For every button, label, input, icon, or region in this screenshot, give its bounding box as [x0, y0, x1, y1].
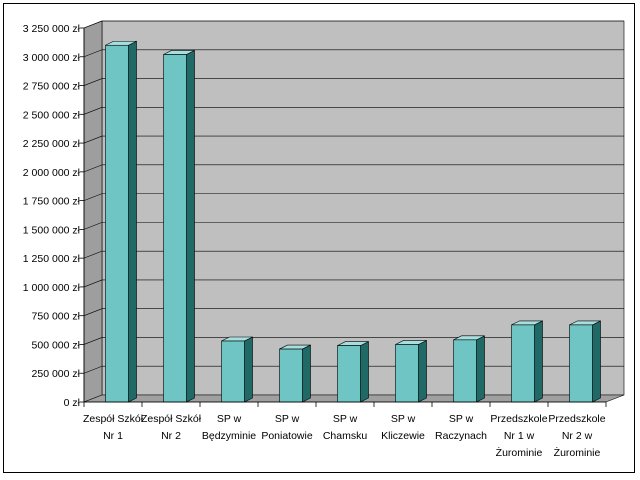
y-tick-label: 1 750 000 zł	[23, 196, 81, 208]
y-tick-label: 2 750 000 zł	[23, 81, 81, 93]
x-tick-label: SP w	[449, 413, 474, 425]
x-tick-label: Nr 1 w	[504, 430, 535, 442]
bar	[395, 344, 419, 403]
bar-side	[534, 320, 543, 403]
y-tick-label: 500 000 zł	[32, 339, 81, 351]
bar	[511, 324, 535, 403]
x-tick-label: Przedszkole	[490, 413, 547, 425]
y-tick-label: 2 500 000 zł	[23, 109, 81, 121]
x-tick-label: Przedszkole	[548, 413, 605, 425]
gridline-side	[83, 308, 103, 316]
x-tick-label: Żurominie	[554, 446, 601, 459]
x-tick-label: Będzyminie	[202, 430, 256, 442]
x-tick-label: Nr 1	[103, 430, 123, 442]
x-tick-label: Zespół Szkół	[83, 413, 144, 425]
bar-side	[476, 335, 485, 403]
bar	[163, 54, 187, 403]
x-tick-label: Raczynach	[435, 430, 487, 442]
y-tick-label: 3 000 000 zł	[23, 52, 81, 64]
gridline-side	[83, 279, 103, 288]
bar	[453, 339, 477, 403]
bar	[569, 324, 593, 403]
x-tick-label: Chamsku	[323, 430, 368, 442]
x-tick-label: Poniatowie	[261, 430, 313, 442]
x-tick-label: SP w	[391, 413, 416, 425]
bar-side	[186, 49, 195, 403]
gridline-side	[83, 365, 103, 374]
gridline-side	[83, 49, 103, 58]
y-tick-label: 1 250 000 zł	[23, 253, 81, 265]
x-tick-label: SP w	[275, 413, 300, 425]
gridline-side	[83, 78, 103, 86]
y-tick-label: 1 500 000 zł	[23, 224, 81, 236]
bar-side	[302, 344, 311, 403]
y-tick-label: 750 000 zł	[32, 311, 81, 323]
x-tick-label: Nr 2 w	[562, 430, 593, 442]
x-tick-label: Żurominie	[496, 446, 543, 459]
y-tick-label: 2 000 000 zł	[23, 167, 81, 179]
x-tick-label: Kliczewie	[381, 430, 425, 442]
x-tick-label: SP w	[333, 413, 358, 425]
bar-side	[418, 339, 427, 403]
x-tick-label: Zespół Szkół	[141, 413, 202, 425]
bar-side	[128, 40, 137, 403]
gridline-side	[83, 20, 103, 29]
gridline-side	[83, 222, 103, 230]
gridline-side	[83, 337, 103, 345]
gridline-side	[83, 107, 103, 115]
y-tick-label: 3 250 000 zł	[23, 23, 81, 35]
bar-side	[592, 320, 601, 403]
gridline-side	[83, 250, 103, 259]
bar-side	[360, 341, 369, 403]
y-tick-label: 2 250 000 zł	[23, 138, 81, 150]
x-tick-label: SP w	[217, 413, 242, 425]
x-tick-label: Nr 2	[161, 430, 181, 442]
gridline-side	[83, 193, 103, 201]
bar	[221, 340, 245, 403]
side-wall	[83, 20, 103, 403]
bar	[105, 44, 129, 403]
y-tick-label: 1 000 000 zł	[23, 282, 81, 294]
gridline-side	[83, 164, 103, 173]
y-tick-label: 0 zł	[64, 397, 81, 409]
bar-side	[244, 336, 253, 403]
chart-frame: 0 zł 250 000 zł 500 000 zł 750 000 zł 1 000 …	[3, 3, 635, 473]
bar-chart: 0 zł 250 000 zł 500 000 zł 750 000 zł 1 000 …	[23, 20, 625, 459]
y-tick-label: 250 000 zł	[32, 368, 81, 380]
gridline-side	[83, 135, 103, 144]
bar	[279, 348, 303, 403]
bar	[337, 345, 361, 403]
